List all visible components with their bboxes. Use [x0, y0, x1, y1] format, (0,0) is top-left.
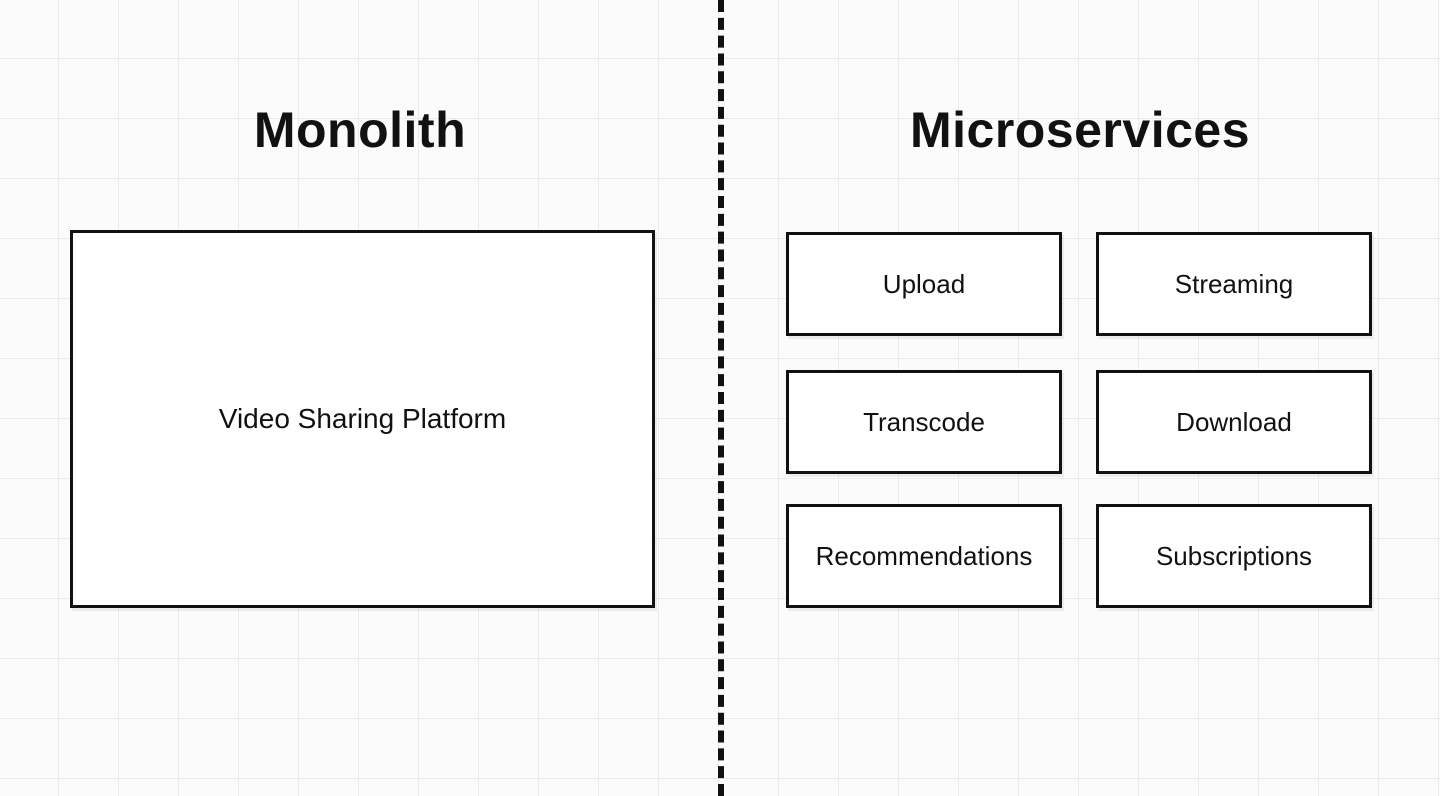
service-box-label: Subscriptions: [1156, 541, 1312, 572]
diagram-canvas: Monolith Microservices Video Sharing Pla…: [0, 0, 1440, 796]
service-box-label: Transcode: [863, 407, 985, 438]
service-box-download: Download: [1096, 370, 1372, 474]
service-box-subscriptions: Subscriptions: [1096, 504, 1372, 608]
microservices-title: Microservices: [720, 105, 1440, 155]
monolith-box-label: Video Sharing Platform: [219, 403, 506, 435]
center-divider: [718, 0, 724, 796]
service-box-label: Upload: [883, 269, 965, 300]
service-box-recommendations: Recommendations: [786, 504, 1062, 608]
service-box-label: Download: [1176, 407, 1292, 438]
service-box-label: Streaming: [1175, 269, 1294, 300]
service-box-streaming: Streaming: [1096, 232, 1372, 336]
service-box-label: Recommendations: [816, 541, 1033, 572]
service-box-transcode: Transcode: [786, 370, 1062, 474]
monolith-title: Monolith: [0, 105, 720, 155]
monolith-box: Video Sharing Platform: [70, 230, 655, 608]
service-box-upload: Upload: [786, 232, 1062, 336]
